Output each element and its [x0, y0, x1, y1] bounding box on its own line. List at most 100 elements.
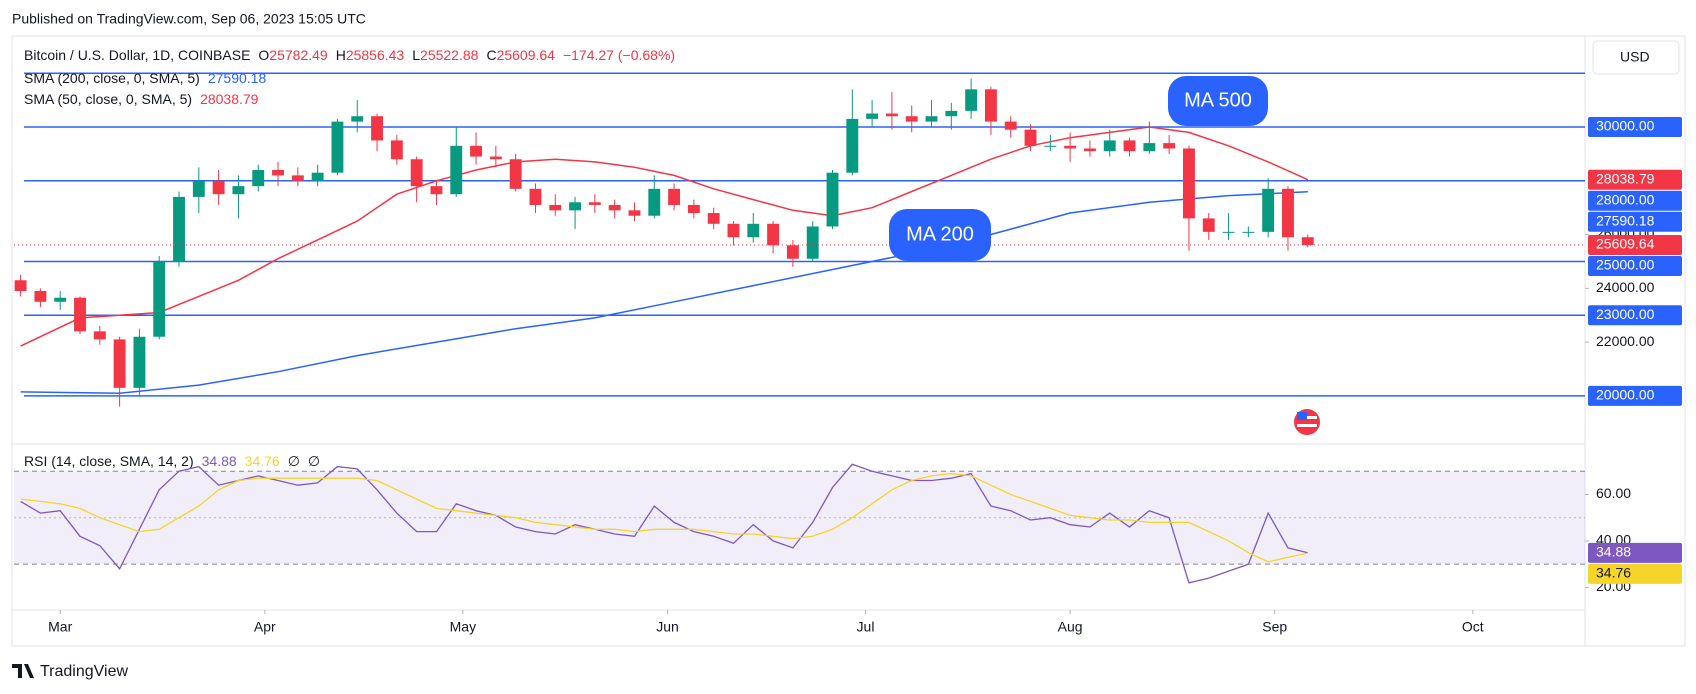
candle-body	[846, 118, 859, 173]
moving-average-line	[20, 191, 1308, 394]
ohlc-value: 25522.88	[420, 47, 479, 63]
candle-body	[34, 291, 47, 302]
x-tick-label: May	[450, 619, 476, 635]
label-box	[1588, 563, 1682, 584]
ma-name: SMA (50, close, 0, SMA, 5)	[24, 91, 192, 107]
ohlc-value: 25782.49	[269, 47, 328, 63]
ohlc-letter: O	[258, 47, 269, 63]
annotation: MA 500	[1168, 76, 1268, 126]
candle-body	[489, 156, 502, 160]
candle-body	[1024, 129, 1037, 146]
candle-body	[232, 186, 245, 195]
symbol-legend: Bitcoin / U.S. Dollar, 1D, COINBASE O2578…	[24, 47, 675, 63]
label-box	[1588, 169, 1682, 190]
hline-label: 20000.00	[1596, 387, 1655, 403]
candle-body	[905, 116, 918, 122]
annotation: MA 200	[889, 209, 991, 261]
candle-body	[291, 175, 304, 181]
rsi-title: RSI (14, close, SMA, 14, 2)	[24, 453, 194, 469]
candle-body	[311, 172, 324, 181]
label-box	[1588, 542, 1682, 563]
brand-name: TradingView	[40, 663, 128, 680]
candle-body	[549, 204, 562, 211]
symbol-title: Bitcoin / U.S. Dollar, 1D, COINBASE	[24, 47, 250, 63]
candle-body	[747, 223, 760, 238]
hline-label: 23000.00	[1596, 306, 1655, 322]
x-tick-label: Mar	[48, 619, 72, 635]
x-tick-label: Jun	[656, 619, 679, 635]
candle-body	[1282, 188, 1294, 238]
hline-label-box: 30000.00	[1588, 116, 1682, 137]
candle-body	[1123, 140, 1136, 152]
label-box	[1588, 385, 1682, 406]
ma-legend: SMA (50, close, 0, SMA, 5) 28038.79	[24, 91, 259, 107]
ma-last-label-box: 27590.18	[1588, 211, 1682, 232]
published-note: Published on TradingView.com, Sep 06, 20…	[12, 11, 366, 27]
candle-body	[628, 210, 641, 216]
moving-average-line	[20, 126, 1309, 347]
label-box	[1588, 305, 1682, 326]
label-box	[1588, 256, 1682, 277]
flag-icon	[1294, 409, 1320, 435]
candle-body	[1202, 218, 1215, 232]
candle-body	[569, 202, 582, 211]
candle-body	[1064, 145, 1077, 149]
candle-body	[1183, 148, 1195, 219]
candle-body	[1222, 231, 1235, 233]
ma-value: 27590.18	[208, 70, 267, 86]
ohlc-value: 25856.43	[346, 47, 405, 63]
ma-legend: SMA (200, close, 0, SMA, 5) 27590.18	[24, 70, 266, 86]
label-box	[1588, 211, 1682, 232]
rsi-na: ∅	[288, 453, 300, 469]
candle-body	[806, 226, 819, 259]
annotation-bubble	[1168, 76, 1268, 126]
ma-name: SMA (200, close, 0, SMA, 5)	[24, 70, 200, 86]
candle-body	[945, 110, 958, 117]
candle-body	[173, 196, 185, 262]
ohlc-letter: L	[412, 47, 420, 63]
candle-body	[1143, 143, 1156, 152]
rsi-value: 34.88	[202, 453, 237, 469]
ma-last-label: 27590.18	[1596, 212, 1655, 228]
last-price-label: 25609.64	[1596, 236, 1655, 252]
candle-body	[133, 336, 146, 388]
candle-body	[410, 159, 423, 187]
candle-body	[509, 159, 522, 189]
chart-frame	[11, 35, 1686, 647]
candle-body	[866, 113, 879, 119]
last-price-label-box: 25609.64	[1588, 235, 1682, 256]
hline-label-box: 20000.00	[1588, 385, 1682, 406]
candle-body	[1262, 188, 1275, 232]
annotation-text: MA 500	[1184, 89, 1252, 111]
candle-body	[331, 121, 344, 173]
hline-label: 28000.00	[1596, 191, 1655, 207]
candle-body	[74, 297, 86, 332]
candle-body	[608, 204, 621, 211]
ma-last-label-box: 28038.79	[1588, 169, 1682, 190]
label-box	[1588, 116, 1682, 137]
candle-body	[470, 145, 482, 157]
currency-button[interactable]: USD	[1592, 40, 1680, 75]
rsi-last-label: 34.88	[1596, 544, 1631, 560]
candle-body	[885, 113, 898, 117]
annotation-bubble	[889, 209, 991, 261]
label-box	[1588, 235, 1682, 256]
candle-body	[93, 331, 106, 340]
rsi-line	[20, 472, 1308, 563]
x-tick-label: Oct	[1462, 619, 1484, 635]
candle-body	[192, 180, 205, 197]
candle-body	[14, 280, 27, 292]
candle-body	[430, 186, 443, 195]
candle-body	[272, 170, 284, 176]
candle-body	[707, 213, 720, 224]
candle-body	[648, 188, 661, 216]
candle-body	[54, 297, 67, 302]
rsi-value: 34.76	[245, 453, 280, 469]
y-tick-label: 60.00	[1596, 485, 1631, 501]
candle-body	[1103, 140, 1116, 152]
candle-body	[1004, 121, 1017, 130]
candle-body	[252, 170, 265, 187]
x-tick-label: Jul	[857, 619, 875, 635]
